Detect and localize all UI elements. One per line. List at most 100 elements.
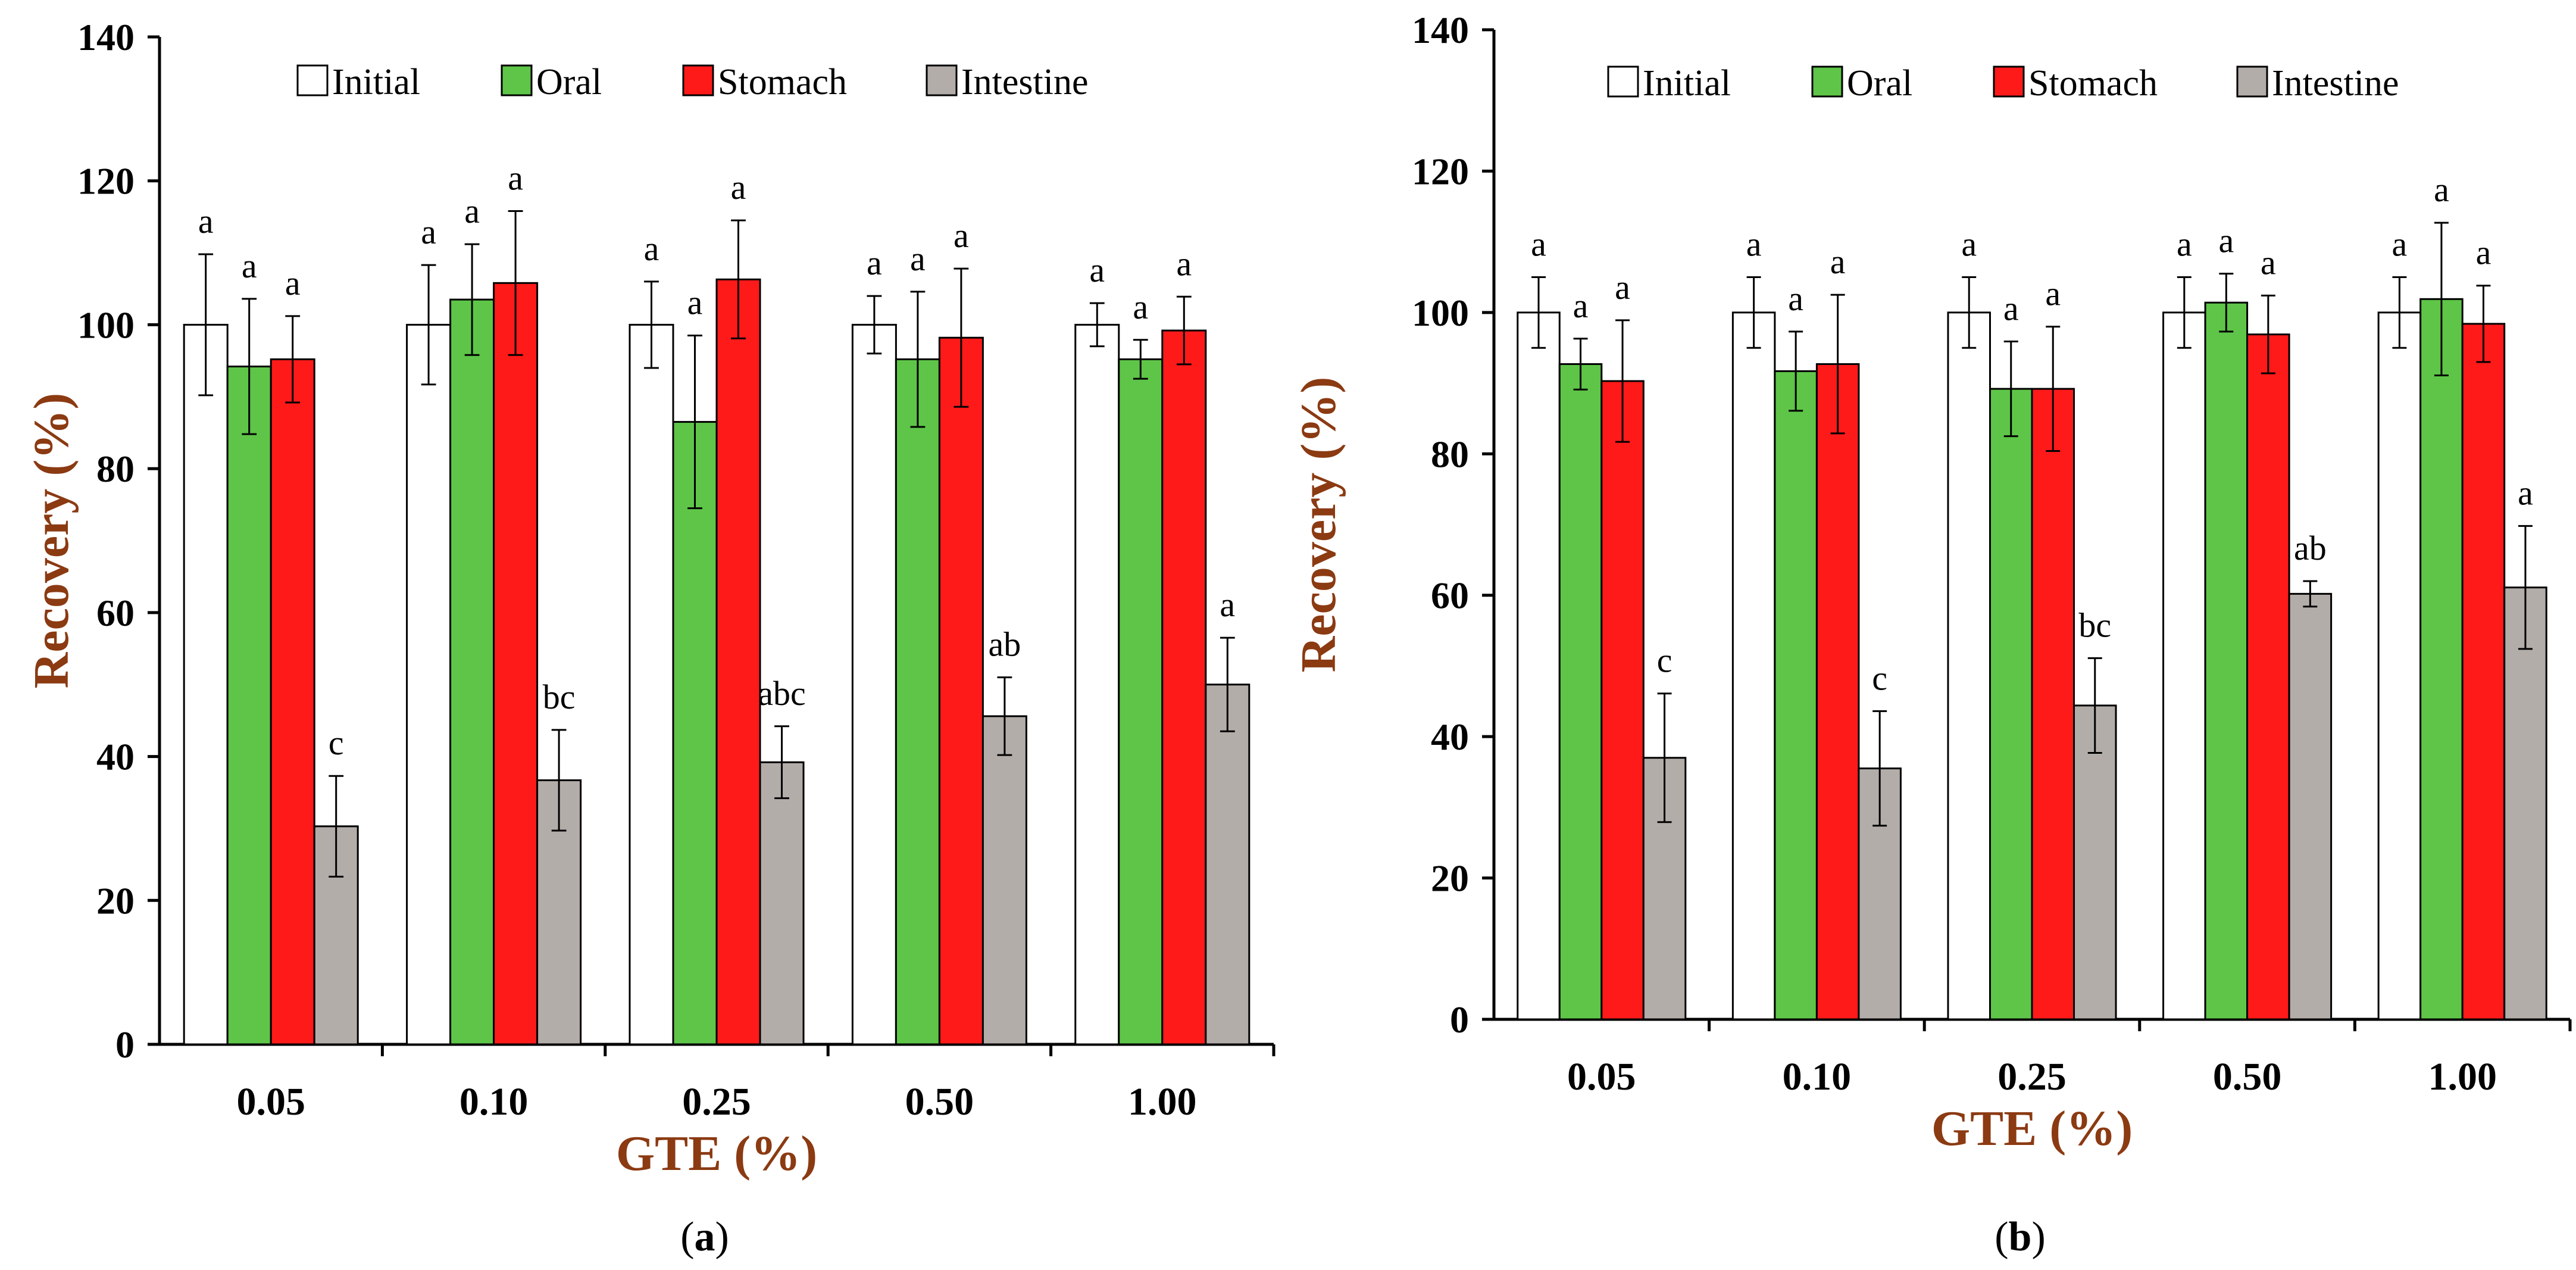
y-tick-label: 40 (1431, 716, 1469, 758)
y-tick-label: 60 (96, 592, 135, 634)
legend-swatch-intestine (926, 64, 958, 96)
y-tick-label: 120 (77, 160, 135, 202)
y-tick-label: 20 (96, 879, 135, 922)
x-tick-label: 0.05 (236, 1080, 305, 1124)
significance-letter: a (421, 213, 436, 251)
significance-letter: a (644, 229, 659, 268)
y-axis-label: Recovery (%) (24, 393, 79, 689)
significance-letter: ab (989, 625, 1021, 664)
y-tick-label: 100 (1412, 292, 1469, 334)
significance-letter: c (1657, 641, 1672, 680)
y-tick-label: 80 (96, 448, 135, 490)
panel-caption-close: ) (2031, 1214, 2045, 1260)
legend-label-oral: Oral (1847, 63, 1912, 104)
significance-letter: a (2518, 473, 2533, 512)
bar-initial-1.00 (2377, 311, 2422, 1021)
bar-intestine-0.25 (2073, 704, 2117, 1021)
legend-swatch-oral (501, 64, 533, 96)
x-tick-label: 0.25 (682, 1080, 751, 1124)
panel-caption-open: ( (1994, 1214, 2008, 1260)
significance-letter: bc (543, 678, 576, 716)
bar-oral-1.00 (1118, 358, 1164, 1046)
significance-letter: ab (2294, 529, 2327, 567)
bar-intestine-1.00 (2503, 586, 2547, 1021)
significance-letter: a (1176, 244, 1192, 283)
x-tick-label: 0.10 (459, 1080, 529, 1124)
legend: Initial Oral Stomach Intestine (1607, 63, 2399, 104)
bar-stomach-0.10 (493, 282, 539, 1046)
legend: Initial Oral Stomach Intestine (296, 62, 1089, 102)
bar-oral-1.00 (2419, 298, 2464, 1021)
significance-letter: a (1220, 585, 1235, 624)
legend-label-initial: Initial (1643, 63, 1731, 104)
significance-letter: a (2177, 225, 2192, 264)
x-tick-label: 0.50 (905, 1080, 974, 1124)
legend-swatch-initial (1607, 65, 1639, 98)
significance-letter: a (687, 283, 703, 322)
bar-initial-1.00 (1074, 323, 1120, 1046)
bar-oral-0.05 (226, 366, 272, 1046)
bar-initial-0.05 (1517, 311, 1561, 1021)
panel-caption: (b) (1994, 1214, 2046, 1260)
significance-letter: a (910, 239, 926, 278)
x-tick-label: 0.10 (1783, 1055, 1852, 1099)
significance-letter: c (1872, 659, 1887, 697)
legend-label-intestine: Intestine (961, 62, 1089, 102)
panel-caption-letter: a (695, 1214, 715, 1260)
significance-letter: a (867, 244, 882, 282)
legend-swatch-intestine (2236, 65, 2268, 98)
bar-intestine-0.25 (759, 761, 805, 1046)
significance-letter: a (1746, 225, 1762, 264)
x-tick-label: 0.05 (1567, 1055, 1636, 1099)
legend-swatch-oral (1811, 65, 1843, 98)
significance-letter: a (1089, 251, 1105, 289)
significance-letter: a (198, 202, 214, 241)
x-tick-label: 1.00 (1128, 1080, 1197, 1124)
bar-initial-0.25 (1947, 311, 1991, 1021)
legend-swatch-initial (296, 64, 329, 96)
significance-letter: a (2392, 225, 2408, 264)
significance-letter: abc (758, 674, 806, 713)
y-tick-label: 20 (1431, 857, 1469, 900)
bar-stomach-0.25 (2031, 388, 2075, 1021)
bar-intestine-0.05 (1642, 757, 1687, 1021)
significance-letter: a (1573, 286, 1589, 325)
bar-initial-0.50 (2162, 311, 2206, 1021)
significance-letter: a (242, 246, 257, 285)
significance-letter: a (2218, 221, 2234, 260)
panel-caption-close: ) (715, 1214, 729, 1260)
bar-stomach-0.25 (715, 278, 761, 1046)
significance-letter: a (1531, 225, 1546, 264)
y-tick-label: 100 (77, 304, 135, 346)
significance-letter: a (1133, 288, 1148, 326)
legend-swatch-stomach (1993, 65, 2025, 98)
significance-letter: a (2003, 289, 2019, 328)
significance-letter: bc (2078, 606, 2111, 644)
y-tick-label: 60 (1431, 575, 1469, 617)
y-tick-label: 80 (1431, 433, 1469, 475)
x-tick-label: 1.00 (2428, 1055, 2497, 1099)
legend-label-stomach: Stomach (718, 62, 847, 102)
bar-stomach-0.05 (270, 358, 315, 1046)
y-tick-label: 0 (115, 1024, 135, 1066)
bar-intestine-0.50 (981, 715, 1027, 1046)
x-tick-label: 0.50 (2213, 1055, 2282, 1099)
significance-letter: a (1788, 279, 1803, 318)
legend-swatch-stomach (682, 64, 714, 96)
legend-label-initial: Initial (332, 62, 420, 102)
bar-stomach-1.00 (2461, 323, 2506, 1021)
bar-intestine-0.50 (2288, 592, 2333, 1021)
bar-oral-0.05 (1558, 363, 1603, 1021)
legend-label-oral: Oral (536, 62, 602, 102)
bar-oral-0.50 (895, 358, 940, 1046)
significance-letter: a (2045, 274, 2061, 313)
significance-letter: a (2434, 170, 2449, 209)
bar-initial-0.10 (406, 323, 452, 1046)
x-axis-label: GTE (%) (616, 1126, 817, 1181)
legend-label-intestine: Intestine (2272, 63, 2399, 104)
significance-letter: a (1615, 268, 1630, 307)
bar-stomach-0.50 (938, 336, 984, 1046)
bar-stomach-0.05 (1600, 380, 1645, 1021)
